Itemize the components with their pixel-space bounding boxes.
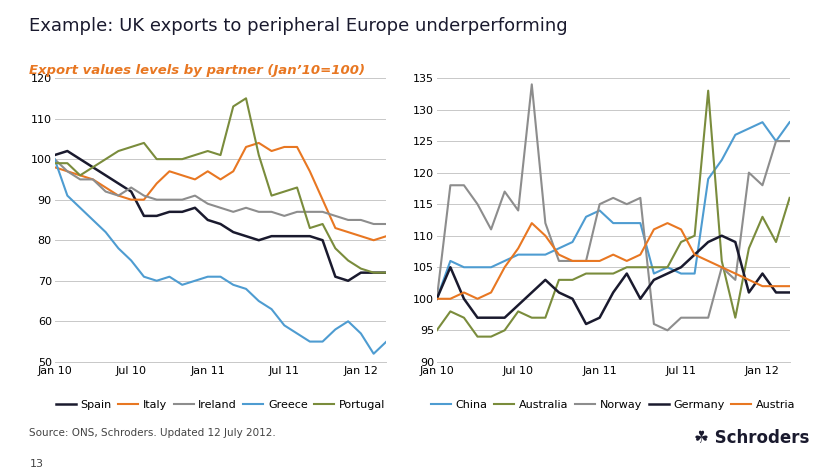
Text: 13: 13 [29,459,44,469]
Text: Source: ONS, Schroders. Updated 12 July 2012.: Source: ONS, Schroders. Updated 12 July … [29,428,276,438]
Text: Example: UK exports to peripheral Europe underperforming: Example: UK exports to peripheral Europe… [29,17,568,35]
Text: Export values levels by partner (Jan’10=100): Export values levels by partner (Jan’10=… [29,64,365,77]
Text: ☘ Schroders: ☘ Schroders [694,429,810,447]
Legend: Spain, Italy, Ireland, Greece, Portugal: Spain, Italy, Ireland, Greece, Portugal [51,396,390,415]
Legend: China, Australia, Norway, Germany, Austria: China, Australia, Norway, Germany, Austr… [427,396,800,415]
